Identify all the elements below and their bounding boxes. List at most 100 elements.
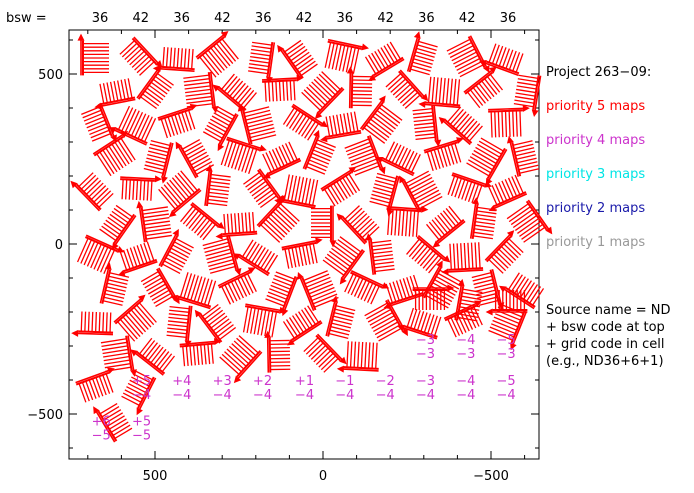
scan-stroke xyxy=(76,238,89,263)
scan-stroke xyxy=(369,200,390,208)
scan-stroke xyxy=(390,78,407,93)
scan-stroke xyxy=(234,279,244,299)
scan-stroke xyxy=(472,87,486,104)
scan-stroke xyxy=(202,238,228,247)
scan-baseline xyxy=(160,235,179,268)
scan-stroke xyxy=(192,157,211,169)
scan-arrow-shaft xyxy=(367,237,375,275)
scan-stroke xyxy=(371,243,392,248)
scan-stroke xyxy=(250,134,277,142)
scan-arrow-head xyxy=(329,240,337,248)
scan-stroke xyxy=(185,210,200,227)
scan-stroke xyxy=(523,282,536,300)
scan-stroke xyxy=(376,324,400,339)
scan-stroke xyxy=(454,54,479,68)
scan-arrow-shaft xyxy=(533,75,542,114)
scan-stroke xyxy=(508,110,511,137)
scan-stroke xyxy=(517,78,538,83)
scan-stroke xyxy=(234,85,249,102)
scan-stroke xyxy=(175,238,194,249)
scan-stroke xyxy=(339,179,351,197)
scan-arrow-shaft xyxy=(92,132,126,155)
map-footprint xyxy=(303,333,347,373)
scan-arrow-shaft xyxy=(501,287,535,310)
scan-baseline xyxy=(387,175,399,210)
scan-arrow-head xyxy=(434,139,442,148)
scan-stroke xyxy=(145,231,172,237)
map-footprint xyxy=(412,284,455,310)
scan-stroke xyxy=(146,157,166,164)
scan-stroke xyxy=(312,149,332,159)
scan-stroke xyxy=(426,151,434,171)
scan-stroke xyxy=(371,193,391,201)
scan-stroke xyxy=(440,147,448,167)
scan-stroke xyxy=(397,209,401,236)
map-footprint xyxy=(121,370,157,416)
scan-arrow-shaft xyxy=(204,168,211,206)
scan-stroke xyxy=(208,121,227,133)
scan-stroke xyxy=(330,325,351,333)
scan-stroke xyxy=(250,307,256,334)
scan-stroke xyxy=(252,211,255,233)
y-tick-label: −500 xyxy=(27,408,63,423)
scan-baseline xyxy=(350,271,383,289)
scan-stroke xyxy=(108,145,124,169)
scan-arrow-shaft xyxy=(292,103,326,126)
scan-stroke xyxy=(294,176,301,203)
scan-stroke xyxy=(390,209,394,236)
map-footprint xyxy=(469,197,497,240)
scan-arrow-shaft xyxy=(527,199,551,232)
scan-stroke xyxy=(107,415,125,427)
scan-stroke xyxy=(180,205,194,223)
scan-arrow-head xyxy=(278,194,286,203)
scan-stroke xyxy=(168,316,189,321)
scan-arrow-shaft xyxy=(261,77,300,81)
scan-stroke xyxy=(529,286,542,304)
scan-stroke xyxy=(416,47,436,55)
scan-stroke xyxy=(411,65,431,72)
scan-arrow-head xyxy=(397,324,405,332)
scan-baseline xyxy=(125,335,133,371)
scan-arrow-head xyxy=(365,233,373,241)
map-footprint xyxy=(170,272,217,310)
scan-stroke xyxy=(478,242,481,269)
scan-stroke xyxy=(128,179,131,200)
scan-stroke xyxy=(215,42,234,64)
scan-stroke xyxy=(523,226,546,243)
scan-stroke xyxy=(105,289,126,296)
scan-stroke xyxy=(473,231,494,236)
scan-stroke xyxy=(365,124,388,141)
scan-stroke xyxy=(305,244,311,265)
scan-stroke xyxy=(475,285,495,293)
scan-stroke xyxy=(322,259,345,276)
scan-stroke xyxy=(274,208,295,228)
scan-baseline xyxy=(281,198,316,208)
scan-stroke xyxy=(237,278,248,297)
scan-stroke xyxy=(407,173,431,188)
map-footprint xyxy=(282,305,323,346)
scan-stroke xyxy=(114,427,133,440)
scan-stroke xyxy=(104,362,131,369)
scan-arrow-shaft xyxy=(302,133,319,169)
scan-arrow-shaft xyxy=(491,193,528,210)
scan-arrow-shaft xyxy=(469,201,477,239)
scan-stroke xyxy=(349,151,375,163)
legend-project: Project 263−09: xyxy=(546,65,652,80)
grid-code-top: +4 xyxy=(172,374,191,389)
scan-stroke xyxy=(230,143,241,169)
scan-stroke xyxy=(412,61,432,69)
scan-stroke xyxy=(417,192,441,207)
scan-stroke xyxy=(144,224,171,230)
scan-stroke xyxy=(271,149,282,168)
scan-stroke xyxy=(224,351,245,370)
scan-stroke xyxy=(294,246,301,267)
scan-stroke xyxy=(460,243,463,270)
scan-arrow-shaft xyxy=(491,269,503,307)
map-footprint xyxy=(346,66,373,109)
scan-stroke xyxy=(146,234,172,240)
scan-stroke xyxy=(353,161,379,173)
scan-stroke xyxy=(279,203,300,222)
scan-stroke xyxy=(435,77,439,104)
scan-stroke xyxy=(284,248,290,269)
scan-stroke xyxy=(143,213,169,219)
